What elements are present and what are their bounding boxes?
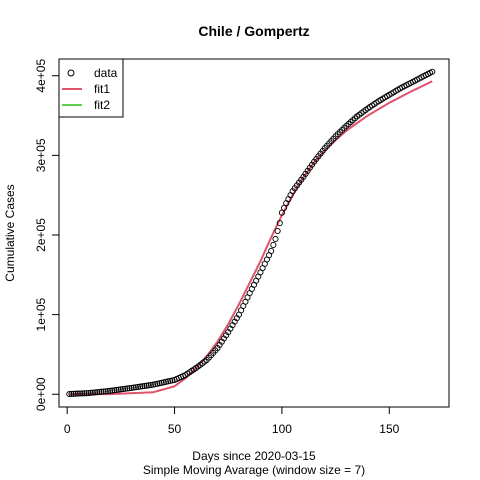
- data-point: [100, 388, 107, 395]
- data-point: [122, 385, 129, 392]
- data-point: [429, 68, 436, 75]
- data-point: [274, 227, 281, 235]
- data-point: [83, 390, 90, 397]
- data-point: [117, 386, 124, 393]
- legend-symbol-data: [67, 69, 75, 77]
- data-point: [104, 388, 112, 395]
- data-point: [74, 390, 81, 397]
- series-line-fit1: [69, 80, 433, 396]
- fit-lines: [69, 80, 433, 396]
- data-point: [72, 390, 79, 397]
- y-tick-label: 2e+05: [34, 218, 48, 252]
- data-point: [143, 382, 150, 389]
- data-point: [137, 383, 144, 390]
- legend-label-fit2: fit2: [94, 98, 110, 112]
- data-point: [119, 386, 127, 393]
- data-point: [109, 387, 116, 394]
- data-point: [68, 390, 75, 397]
- data-point: [115, 386, 122, 393]
- data-point: [94, 389, 101, 396]
- data-point: [77, 390, 84, 397]
- y-tick-label: 1e+05: [34, 297, 48, 331]
- data-points: [66, 68, 436, 398]
- x-tick-label: 150: [379, 422, 399, 436]
- data-point: [278, 209, 285, 216]
- x-axis-label: Days since 2020-03-15: [192, 449, 316, 463]
- x-tick-label: 0: [64, 422, 71, 436]
- data-point: [66, 390, 73, 398]
- data-point: [145, 382, 152, 389]
- x-tick-label: 100: [272, 422, 292, 436]
- data-point: [89, 389, 96, 396]
- y-axis: 0e+00 1e+05 2e+05 3e+05 4e+05: [34, 59, 60, 411]
- data-point: [85, 390, 92, 397]
- x-axis-sublabel: Simple Moving Avarage (window size = 7): [143, 463, 365, 477]
- chart-title: Chile / Gompertz: [198, 23, 309, 39]
- legend: data fit1 fit2: [58, 58, 124, 118]
- data-point: [107, 387, 114, 394]
- legend-label-fit1: fit1: [94, 82, 110, 96]
- data-point: [272, 235, 279, 243]
- x-axis: 0 50 100 150: [64, 406, 400, 436]
- y-tick-label: 0e+00: [34, 377, 48, 411]
- data-point: [92, 389, 99, 396]
- data-point: [268, 247, 275, 254]
- data-point: [102, 388, 109, 395]
- data-point: [70, 390, 77, 397]
- data-point: [124, 385, 131, 392]
- y-tick-label: 4e+05: [34, 59, 48, 93]
- data-point: [81, 390, 88, 397]
- data-point: [130, 384, 137, 391]
- y-tick-label: 3e+05: [34, 138, 48, 172]
- data-point: [79, 390, 86, 397]
- data-point: [111, 387, 118, 394]
- legend-label-data: data: [94, 66, 118, 80]
- data-point: [128, 384, 135, 391]
- y-axis-label: Cumulative Cases: [3, 184, 17, 281]
- data-point: [134, 383, 142, 390]
- data-point: [96, 388, 103, 396]
- data-point: [147, 381, 154, 389]
- data-point: [113, 386, 120, 394]
- data-point: [132, 384, 139, 391]
- data-point: [141, 382, 148, 390]
- data-point: [87, 389, 94, 396]
- data-point: [139, 383, 146, 390]
- data-point: [98, 388, 105, 395]
- data-point: [276, 219, 283, 227]
- data-point: [126, 385, 133, 392]
- data-point: [281, 204, 288, 211]
- data-point: [270, 241, 277, 248]
- x-tick-label: 50: [168, 422, 182, 436]
